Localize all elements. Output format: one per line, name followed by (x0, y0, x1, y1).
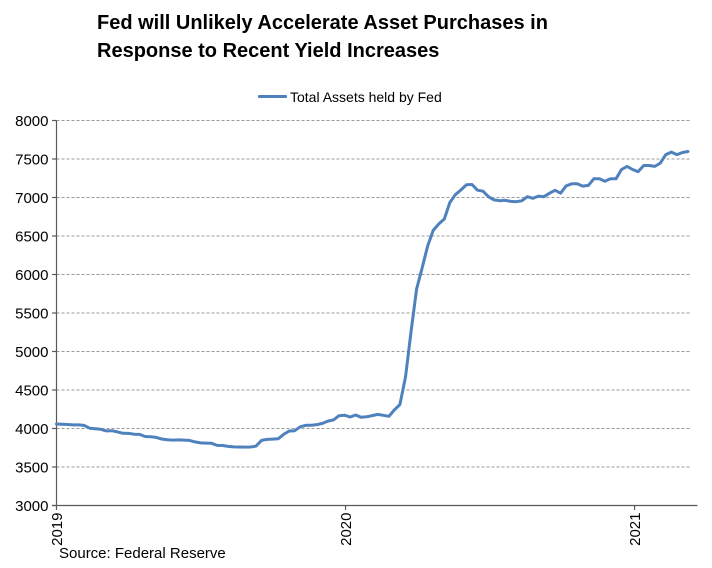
x-tick-label: 2021 (627, 513, 644, 546)
y-tick-label: 8000 (15, 113, 48, 130)
y-tick-label: 7000 (15, 190, 48, 207)
legend-label: Total Assets held by Fed (290, 88, 442, 105)
x-tick-label: 2019 (49, 513, 66, 546)
y-tick-label: 6000 (15, 267, 48, 284)
y-tick-label: 4000 (15, 421, 48, 438)
legend-line-icon (258, 95, 287, 98)
chart-title-line-2: Response to Recent Yield Increases (97, 40, 440, 62)
y-tick-label: 4500 (15, 383, 48, 400)
y-tick-label: 3000 (15, 498, 48, 515)
source-note: Source: Federal Reserve (59, 545, 226, 562)
y-tick-label: 5000 (15, 344, 48, 361)
y-tick-label: 7500 (15, 152, 48, 169)
x-tick-label: 2020 (338, 513, 355, 546)
y-tick-label: 3500 (15, 460, 48, 477)
series-line-total-assets (55, 150, 690, 449)
y-tick-label: 6500 (15, 229, 48, 246)
legend: Total Assets held by Fed (258, 88, 442, 105)
chart-title-line-1: Fed will Unlikely Accelerate Asset Purch… (97, 12, 548, 34)
y-tick-label: 5500 (15, 306, 48, 323)
chart-title: Fed will Unlikely Accelerate Asset Purch… (97, 9, 657, 65)
